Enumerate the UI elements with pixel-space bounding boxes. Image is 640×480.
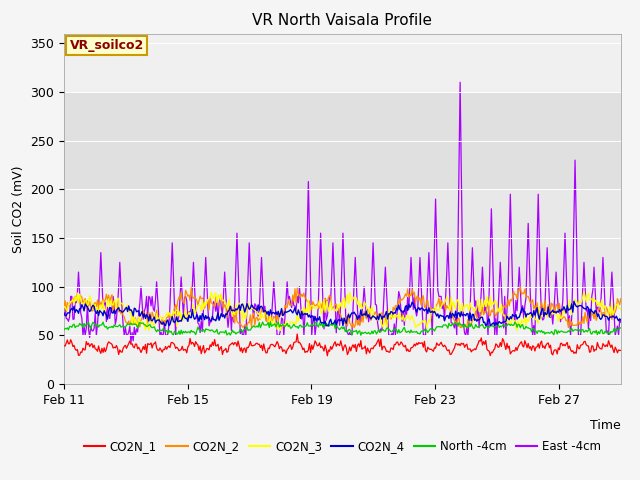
Legend: CO2N_1, CO2N_2, CO2N_3, CO2N_4, North -4cm, East -4cm: CO2N_1, CO2N_2, CO2N_3, CO2N_4, North -4… bbox=[79, 435, 605, 458]
Bar bbox=[64, 189, 621, 287]
Title: VR North Vaisala Profile: VR North Vaisala Profile bbox=[252, 13, 433, 28]
Bar bbox=[64, 92, 621, 189]
Text: Time: Time bbox=[590, 419, 621, 432]
Text: VR_soilco2: VR_soilco2 bbox=[70, 39, 144, 52]
Y-axis label: Soil CO2 (mV): Soil CO2 (mV) bbox=[12, 165, 25, 252]
